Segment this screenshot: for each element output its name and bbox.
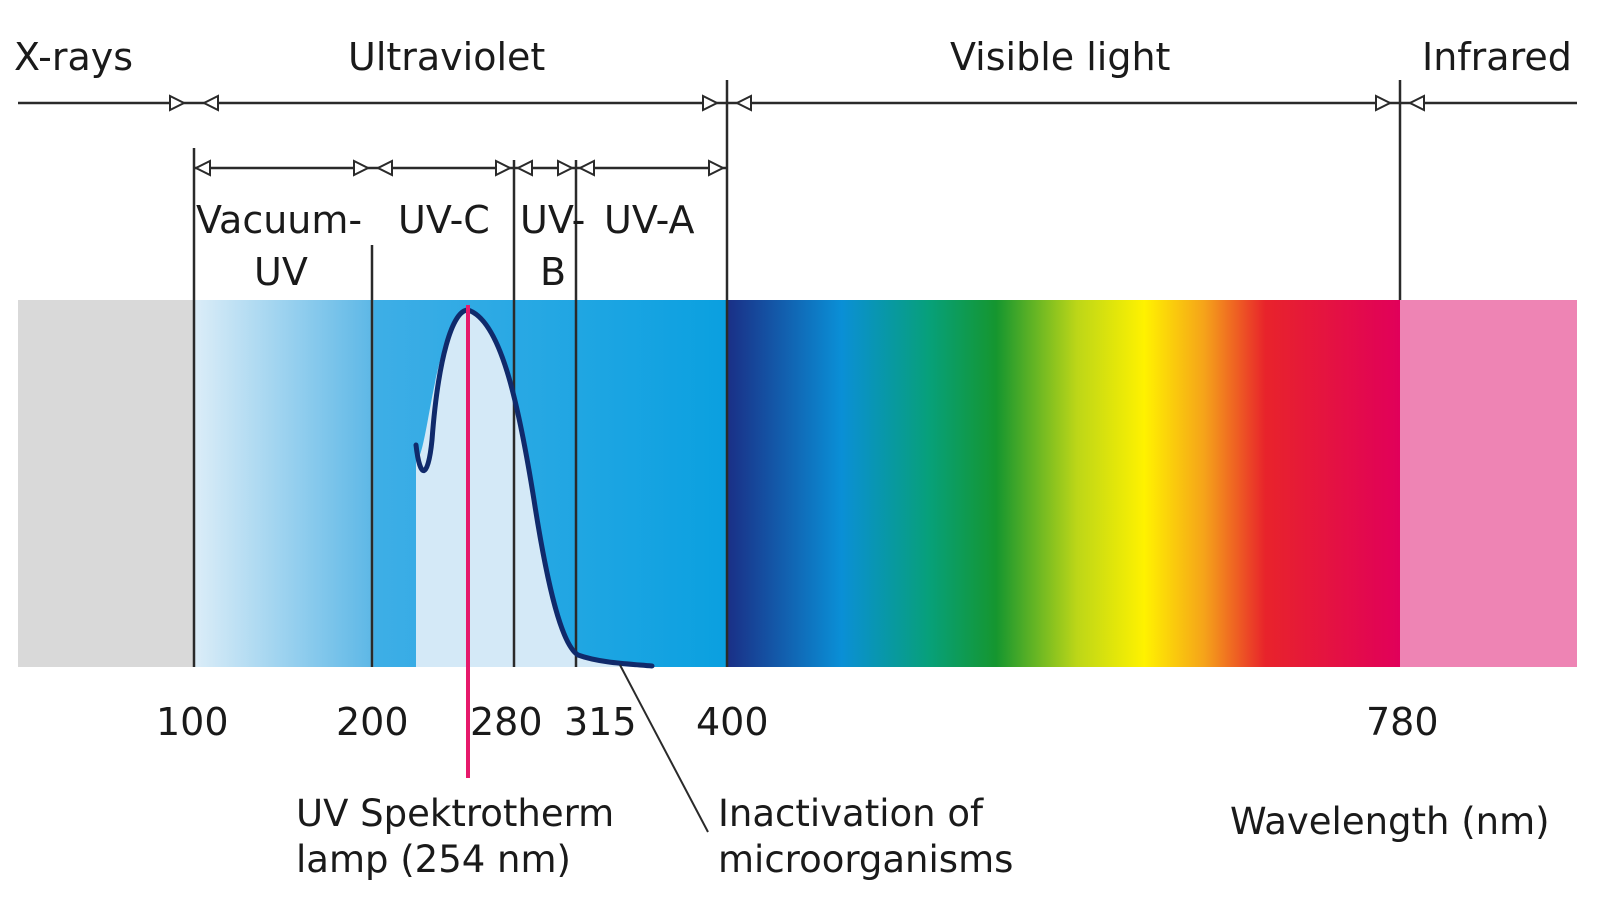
inactivation-note-line1: Inactivation of bbox=[718, 792, 984, 835]
xray-segment bbox=[18, 300, 194, 667]
region-label-infrared: Infrared bbox=[1422, 35, 1572, 79]
tick-label-315: 315 bbox=[564, 700, 637, 744]
tick-labels: 100 200 280 315 400 780 bbox=[156, 700, 1439, 744]
visible-segment bbox=[727, 300, 1400, 667]
spectrum-bar bbox=[18, 300, 1577, 667]
region-labels: X-rays Ultraviolet Visible light Infrare… bbox=[14, 35, 1572, 79]
tick-label-780: 780 bbox=[1366, 700, 1439, 744]
tick-label-280: 280 bbox=[470, 700, 543, 744]
lamp-note-line1: UV Spektrotherm bbox=[296, 792, 614, 835]
band-arrows bbox=[193, 159, 727, 177]
band-label-uvc: UV-C bbox=[398, 198, 490, 242]
band-label-uva: UV-A bbox=[604, 198, 694, 242]
annotations: UV Spektrotherm lamp (254 nm) Inactivati… bbox=[296, 792, 1550, 881]
band-labels: Vacuum- UV UV-C UV- B UV-A bbox=[196, 198, 694, 294]
band-label-uvb-line1: UV- bbox=[520, 198, 585, 242]
tick-label-100: 100 bbox=[156, 700, 229, 744]
region-label-ultraviolet: Ultraviolet bbox=[348, 35, 545, 79]
boundary-lines bbox=[192, 80, 1402, 667]
axis-label: Wavelength (nm) bbox=[1230, 800, 1550, 843]
band-label-uvb-line2: B bbox=[540, 250, 566, 294]
region-label-xrays: X-rays bbox=[14, 35, 133, 79]
infrared-segment bbox=[1400, 300, 1577, 667]
band-label-vacuum-line2: UV bbox=[254, 250, 308, 294]
inactivation-curve bbox=[413, 307, 655, 669]
tick-label-400: 400 bbox=[696, 700, 769, 744]
lamp-note-line2: lamp (254 nm) bbox=[296, 838, 571, 881]
tick-label-200: 200 bbox=[336, 700, 409, 744]
inactivation-leader bbox=[619, 664, 709, 833]
inactivation-note-line2: microorganisms bbox=[718, 838, 1013, 881]
region-arrows bbox=[18, 94, 1577, 112]
inactivation-area bbox=[416, 310, 652, 667]
region-label-visible: Visible light bbox=[950, 35, 1170, 79]
vacuum-uv-segment bbox=[194, 300, 374, 667]
band-label-vacuum-line1: Vacuum- bbox=[196, 198, 362, 242]
